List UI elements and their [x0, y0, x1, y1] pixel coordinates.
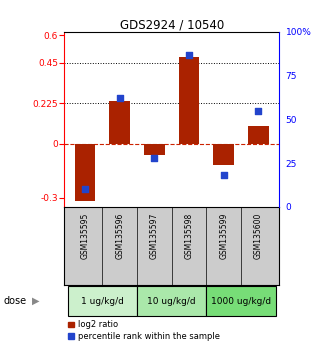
Title: GDS2924 / 10540: GDS2924 / 10540: [120, 19, 224, 32]
Bar: [137, 286, 206, 316]
Text: 1000 ug/kg/d: 1000 ug/kg/d: [211, 297, 271, 306]
Point: [117, 96, 122, 101]
Bar: [74, 144, 95, 201]
Text: 1 ug/kg/d: 1 ug/kg/d: [81, 297, 124, 306]
Text: GSM135599: GSM135599: [219, 213, 228, 259]
Text: 10 ug/kg/d: 10 ug/kg/d: [147, 297, 196, 306]
Text: GSM135600: GSM135600: [254, 213, 263, 259]
Point: [152, 155, 157, 161]
Point: [187, 52, 192, 57]
Bar: [213, 144, 234, 165]
Legend: log2 ratio, percentile rank within the sample: log2 ratio, percentile rank within the s…: [68, 320, 221, 341]
Text: GSM135598: GSM135598: [185, 213, 194, 259]
Text: GSM135596: GSM135596: [115, 213, 124, 259]
Bar: [206, 286, 276, 316]
Point: [221, 172, 226, 178]
Text: ▶: ▶: [32, 296, 39, 306]
Bar: [109, 101, 130, 144]
Point: [256, 108, 261, 113]
Text: dose: dose: [3, 296, 26, 306]
Bar: [179, 57, 199, 144]
Bar: [144, 144, 165, 155]
Text: GSM135595: GSM135595: [81, 213, 90, 259]
Point: [82, 187, 88, 192]
Bar: [68, 286, 137, 316]
Bar: [248, 126, 269, 144]
Text: GSM135597: GSM135597: [150, 213, 159, 259]
